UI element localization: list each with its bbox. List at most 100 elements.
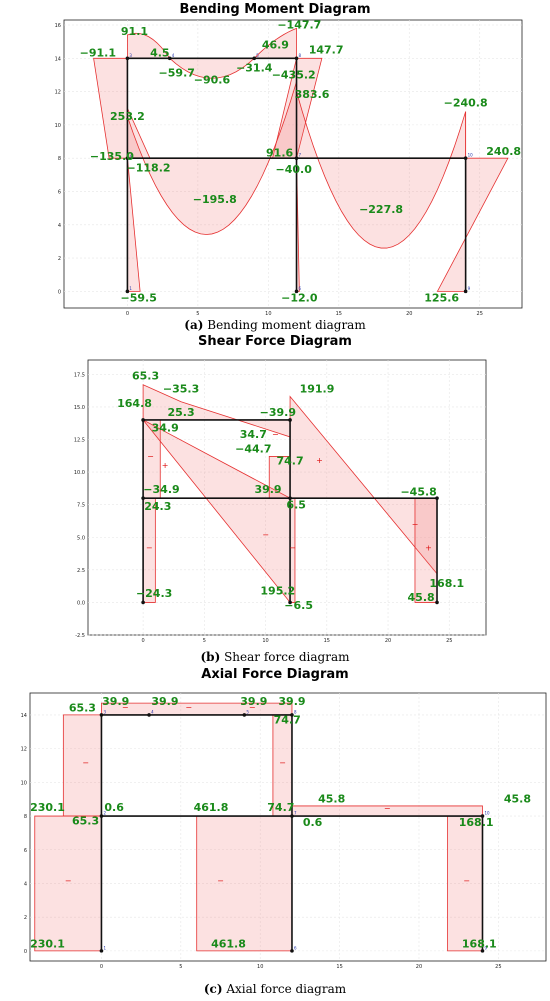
node-id-label: 8 [299, 53, 302, 58]
value-label: 34.7 [240, 428, 267, 441]
frame-node [294, 56, 299, 61]
sign-marker: − [185, 703, 192, 712]
value-label: −240.8 [444, 97, 488, 110]
bending-caption-tag: (a) [184, 318, 204, 332]
y-tick-label: 17.5 [74, 372, 85, 378]
node-id-label: 6 [294, 945, 297, 950]
node-id-label: 9 [468, 286, 471, 291]
node-id-label: 5 [246, 709, 249, 714]
value-label: 0.6 [104, 801, 124, 814]
value-label: 74.7 [267, 801, 294, 814]
y-tick-label: 14 [55, 56, 61, 62]
value-label: −45.8 [400, 486, 436, 499]
diagram-curve [169, 57, 255, 79]
y-tick-label: 2 [58, 256, 61, 262]
y-tick-label: 14 [21, 713, 27, 719]
value-label: −44.7 [235, 443, 271, 456]
frame-node [141, 496, 145, 500]
y-tick-label: 10.0 [74, 470, 85, 476]
node-id-label: 2 [129, 153, 132, 158]
y-tick-label: 7.5 [77, 503, 85, 509]
value-label: 91.1 [121, 25, 148, 38]
frame-node [294, 289, 299, 294]
value-label: −59.7 [159, 67, 195, 80]
value-label: −24.3 [136, 587, 172, 600]
value-label: 39.9 [240, 695, 267, 708]
node-id-label: 6 [299, 286, 302, 291]
shear-force-chart: 0 5 10 15 20 25 -2.5 0.0 2.5 5.0 7.5 10.0 12.5 15.0 17… [74, 359, 487, 644]
value-label: −34.9 [143, 483, 179, 496]
shear-caption-tag: (b) [200, 650, 221, 664]
x-tick-label: 20 [406, 311, 412, 317]
node-id-label: 10 [468, 153, 474, 158]
node-id-label: 9 [484, 945, 487, 950]
sign-marker: − [412, 520, 419, 529]
plot-frame [63, 19, 523, 309]
value-label: −59.5 [121, 291, 157, 304]
x-tick-label: 15 [336, 311, 342, 317]
value-label: 461.8 [211, 938, 246, 951]
value-label: −40.0 [276, 163, 313, 176]
x-tick-label: 0 [126, 311, 129, 317]
frame-node [99, 949, 104, 953]
value-label: 65.3 [132, 370, 159, 383]
value-label: 168.1 [459, 816, 494, 829]
value-label: 46.9 [262, 38, 289, 51]
y-tick-label: 2.5 [77, 568, 85, 574]
sign-marker: − [146, 543, 153, 552]
x-tick-label: 0 [142, 638, 145, 644]
frame-node [252, 56, 257, 61]
value-label: −91.1 [80, 47, 116, 60]
frame-node [288, 496, 292, 500]
value-label: −35.3 [163, 383, 199, 396]
sign-marker: − [289, 543, 296, 552]
value-label: 34.9 [152, 422, 179, 435]
value-label: −118.2 [127, 161, 171, 174]
x-tick-label: 10 [257, 964, 263, 970]
axial-caption-tag: (c) [203, 982, 223, 996]
node-id-label: 1 [129, 286, 132, 291]
value-label: 4.5 [150, 47, 170, 60]
node-id-label: 1 [103, 945, 106, 950]
value-label: 39.9 [102, 695, 129, 708]
value-label: −12.0 [281, 291, 318, 304]
y-tick-label: 8 [58, 156, 61, 162]
y-tick-label: 12 [55, 90, 61, 96]
frame-node [141, 600, 145, 605]
axial-caption: (c) Axial force diagram [0, 982, 550, 996]
diagram-curve [253, 27, 297, 59]
sign-marker: + [425, 543, 432, 552]
node-id-label: 8 [294, 709, 297, 714]
value-label: 0.6 [303, 816, 323, 829]
y-tick-label: 6 [24, 848, 27, 854]
plot-frame [29, 692, 547, 962]
value-label: 168.1 [462, 938, 497, 951]
frame-node [294, 156, 299, 160]
value-label: 65.3 [69, 702, 96, 715]
y-tick-label: 6 [58, 189, 61, 195]
x-tick-label: 5 [179, 964, 182, 970]
value-label: −195.8 [193, 193, 237, 206]
value-label: 383.6 [295, 88, 330, 101]
value-label: 147.7 [309, 43, 344, 56]
x-tick-label: 15 [324, 638, 330, 644]
y-tick-label: 5.0 [77, 535, 85, 541]
y-tick-label: 0 [58, 289, 61, 295]
value-label: 230.1 [30, 938, 65, 951]
y-tick-label: 0.0 [77, 600, 85, 606]
value-label: 91.6 [266, 147, 293, 160]
frame-node [288, 600, 292, 605]
x-tick-label: 10 [262, 638, 268, 644]
sign-marker: − [249, 703, 256, 712]
y-tick-label: 2 [24, 915, 27, 921]
value-label: 168.1 [429, 577, 464, 590]
frame-node [167, 56, 172, 61]
x-tick-label: 0 [100, 964, 103, 970]
bending-chart-title: Bending Moment Diagram [179, 2, 371, 17]
sign-marker: − [463, 876, 470, 885]
y-tick-label: 4 [24, 881, 27, 887]
sign-marker: − [262, 530, 269, 539]
value-label: 164.8 [117, 397, 152, 410]
